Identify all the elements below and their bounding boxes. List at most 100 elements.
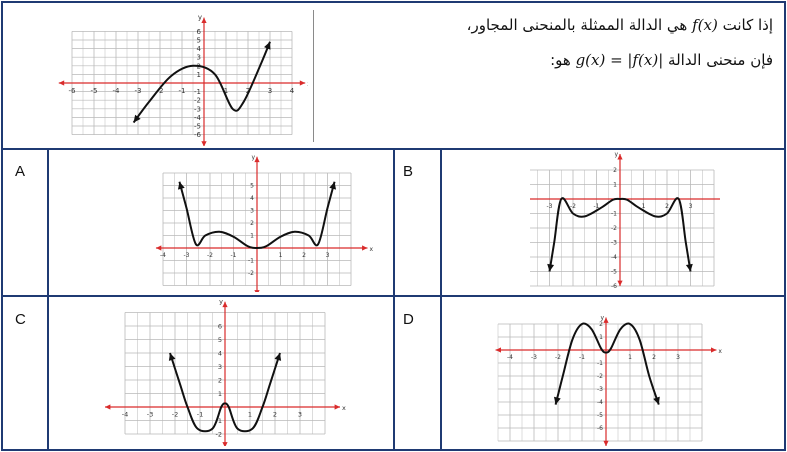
x-tick-label: -3: [147, 411, 153, 419]
y-axis-arrow-up: [222, 301, 228, 308]
y-tick-label: 1: [218, 390, 222, 398]
x-axis-arrow-right: [299, 80, 306, 86]
x-tick-label: 1: [642, 203, 646, 210]
y-tick-label: -1: [597, 360, 603, 367]
y-axis-arrow-down: [222, 442, 228, 446]
x-axis-arrow-right: [362, 245, 368, 251]
graph-option-c[interactable]: x y -4 -3 -2 -1 1 2 3 6 5 4 3 2 1 -1 -2: [100, 298, 350, 446]
curve-segment: [224, 352, 281, 433]
y-tick-label: 2: [613, 167, 617, 174]
y-tick-label: 1: [613, 182, 617, 189]
question-line-2-lead: فإن منحنى الدالة: [663, 51, 773, 69]
curve-arrow: [329, 181, 337, 190]
y-tick-label: 4: [250, 195, 254, 202]
curve-arrow: [177, 181, 185, 190]
x-tick-label: -2: [157, 87, 164, 95]
y-tick-label: -5: [194, 123, 201, 131]
y-tick-label: -2: [611, 225, 617, 232]
y-tick-label: 5: [218, 336, 222, 344]
x-axis-arrow-right: [710, 347, 717, 353]
x-tick-label: -4: [160, 252, 166, 259]
x-axis-letter: x: [342, 404, 346, 412]
y-tick-label: 3: [218, 363, 222, 371]
y-tick-label: -5: [597, 412, 603, 419]
y-tick-label: -6: [194, 131, 202, 139]
x-tick-label: -2: [207, 252, 213, 259]
x-tick-label: -3: [531, 354, 537, 361]
x-tick-label: 1: [248, 411, 252, 419]
x-tick-label: 3: [268, 87, 272, 95]
x-tick-label: 2: [302, 252, 306, 259]
x-tick-label: -3: [184, 252, 190, 259]
x-tick-label: -1: [594, 203, 600, 210]
x-tick-label: -2: [172, 411, 178, 419]
y-tick-label: -3: [611, 240, 617, 247]
y-tick-label: -1: [248, 258, 254, 265]
option-label-a[interactable]: A: [15, 163, 26, 180]
x-tick-label: -1: [231, 252, 237, 259]
x-tick-label: -2: [555, 354, 561, 361]
graph-option-d[interactable]: x y -4 -3 -2 -1 1 2 3 2 1 -1 -2 -3 -4 -5 -6: [490, 312, 722, 446]
y-tick-label: -1: [611, 211, 617, 218]
x-tick-label: -1: [179, 87, 186, 95]
curve-arrow: [553, 396, 561, 405]
question-gx-expression: g(x) = |f(x)|: [575, 51, 664, 69]
question-fx: f(x): [692, 16, 718, 34]
x-tick-label: 2: [246, 87, 250, 95]
option-label-b[interactable]: B: [403, 163, 414, 180]
curve-segment: [169, 352, 226, 433]
y-axis-arrow-up: [201, 17, 207, 24]
y-axis-arrow-down: [603, 440, 609, 446]
question-line-1: إذا كانت f(x) هي الدالة الممثلة بالمنحنى…: [467, 16, 773, 34]
x-tick-label: 3: [689, 203, 693, 210]
curve-segment: [554, 322, 660, 405]
curve-arrow: [685, 263, 693, 272]
curve-arrow: [133, 114, 141, 123]
x-axis-letter: x: [307, 80, 308, 88]
option-label-c[interactable]: C: [15, 311, 26, 328]
y-tick-label: -2: [216, 430, 222, 438]
x-tick-label: 2: [273, 411, 277, 419]
column-divider: [393, 148, 395, 451]
y-axis-letter: y: [600, 315, 604, 322]
x-tick-label: 1: [628, 354, 632, 361]
y-axis-letter: y: [198, 14, 202, 22]
y-axis-letter: y: [614, 152, 618, 158]
y-axis-arrow-up: [617, 154, 623, 160]
y-tick-label: 2: [599, 321, 603, 328]
y-tick-label: -3: [194, 105, 201, 113]
label-divider-right: [440, 148, 442, 451]
option-label-d[interactable]: D: [403, 311, 414, 328]
y-tick-label: 1: [250, 233, 254, 240]
y-tick-label: 1: [599, 334, 603, 341]
curve-arrow: [547, 263, 555, 272]
x-axis-arrow-left: [155, 245, 162, 251]
x-tick-label: -1: [579, 354, 585, 361]
x-tick-label: 1: [224, 87, 228, 95]
y-tick-label: -1: [194, 88, 201, 96]
curve-segment: [548, 197, 692, 272]
y-tick-label: -2: [597, 373, 603, 380]
x-tick-label: -4: [122, 411, 128, 419]
graph-option-a[interactable]: x y -4 -3 -2 -1 1 2 3 5 4 3 2 1 -1 -2: [150, 155, 375, 292]
y-tick-label: -6: [597, 425, 603, 432]
label-divider-left: [47, 148, 49, 451]
x-tick-label: -5: [91, 87, 98, 95]
y-axis-arrow-down: [254, 290, 260, 292]
y-tick-label: -2: [248, 270, 254, 277]
x-axis-arrow-left: [105, 404, 111, 410]
x-tick-label: 3: [676, 354, 680, 361]
x-tick-label: -3: [135, 87, 142, 95]
header-separator: [313, 10, 314, 142]
y-axis-arrow-down: [617, 280, 623, 286]
x-tick-label: 2: [665, 203, 669, 210]
y-tick-label: -6: [611, 283, 617, 290]
x-tick-label: -4: [507, 354, 513, 361]
curve-arrow: [274, 353, 282, 361]
y-tick-label: 2: [250, 220, 254, 227]
y-tick-label: 5: [197, 37, 201, 45]
x-tick-label: -2: [570, 203, 576, 210]
x-tick-label: -4: [113, 87, 121, 95]
y-tick-label: -1: [216, 417, 222, 425]
